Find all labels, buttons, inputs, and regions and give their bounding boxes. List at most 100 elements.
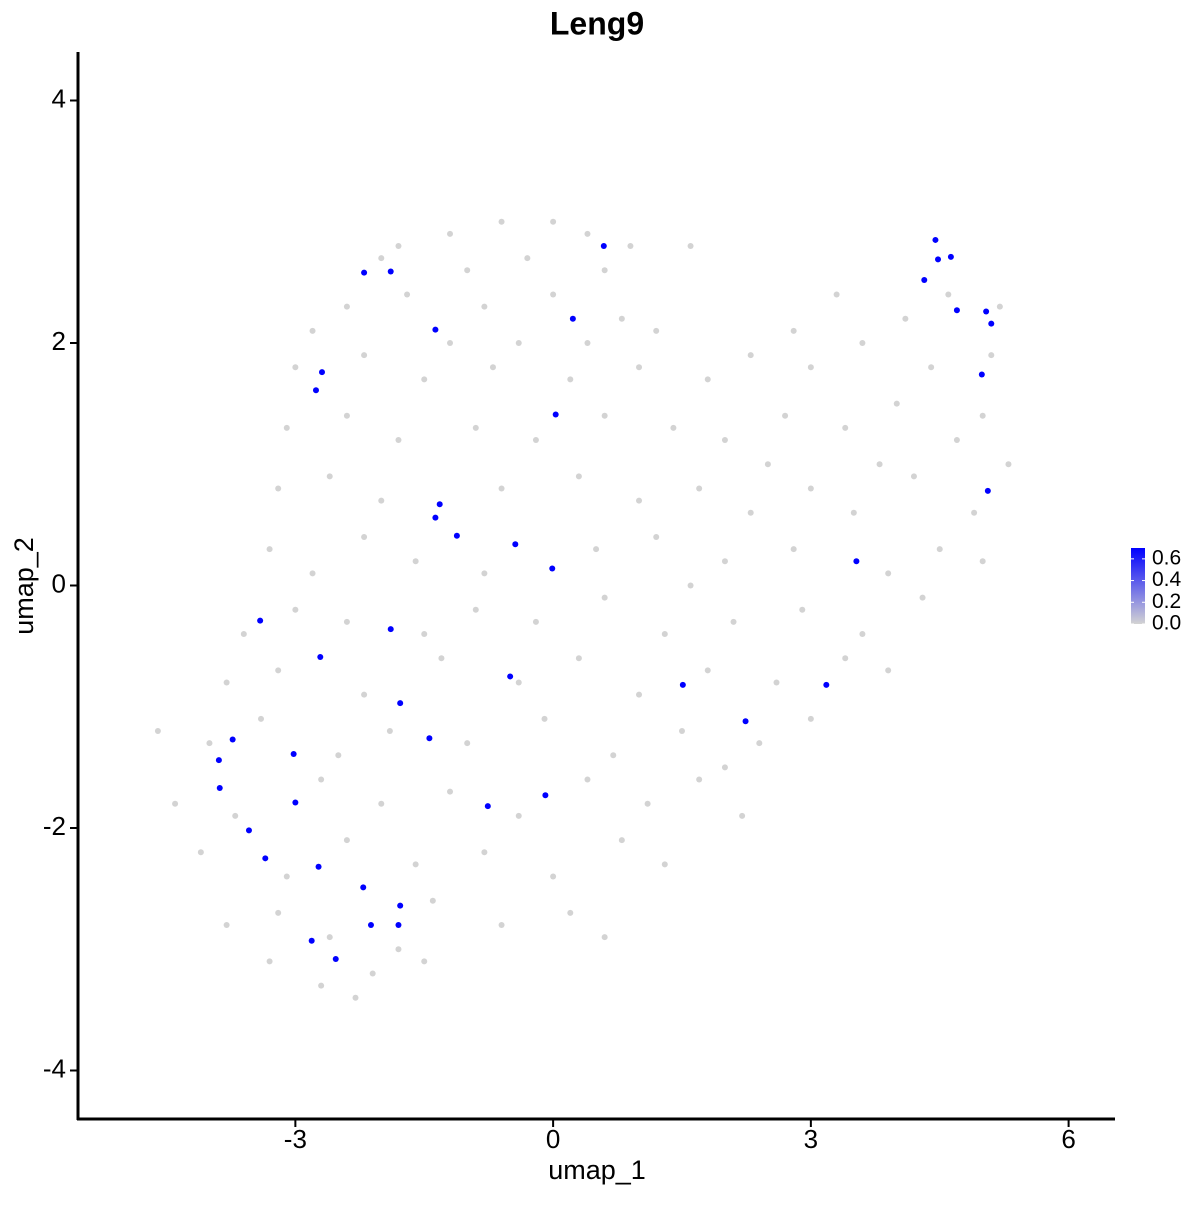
point [421,376,428,383]
point [343,837,350,844]
point [386,728,393,734]
point [532,618,539,625]
colorbar-tick-label: 0.4 [1152,568,1182,591]
point [584,340,591,346]
point [984,487,991,494]
point [229,736,236,743]
point [790,327,797,334]
point [498,218,505,225]
point [447,230,454,237]
point [687,582,694,589]
point [600,243,607,249]
point [292,606,299,613]
point [361,534,368,540]
point [481,570,488,577]
x-tick-label: 0 [546,1124,560,1154]
point [601,412,608,419]
point [507,673,514,680]
point [343,412,350,419]
point [756,740,763,747]
point [850,509,857,516]
point [258,715,264,722]
point [885,667,892,674]
point [721,437,728,443]
x-tick-label: -3 [284,1124,307,1154]
point [317,654,324,661]
point [197,849,204,856]
point [988,352,995,359]
point [421,631,428,637]
point [747,352,754,359]
x-tick-label: 3 [804,1124,818,1154]
point [885,570,892,577]
point [266,546,273,553]
points [154,218,1012,1001]
point [696,485,703,492]
point [983,308,990,315]
point [799,606,806,613]
point [232,812,239,819]
point [498,485,505,492]
point [945,291,952,298]
point [352,994,359,1001]
point [315,863,322,870]
point [453,532,460,539]
colorbar-tick-label: 0.6 [1152,546,1181,569]
point [361,352,368,359]
point [283,873,290,880]
point [569,315,576,322]
point [567,909,574,916]
point [859,631,866,637]
point [421,958,428,965]
point [369,970,376,977]
point [807,485,814,492]
point [552,411,559,418]
point [245,827,252,834]
point [773,679,780,686]
chart-title: Leng9 [550,5,644,41]
point [833,291,840,298]
point [704,376,711,383]
point [610,752,617,759]
point [318,776,325,783]
point [653,327,660,334]
point [312,387,319,394]
point [489,364,496,371]
y-tick-label: -2 [43,811,66,841]
point [484,803,491,810]
point [636,691,643,698]
point [275,485,282,492]
y-tick-label: 0 [52,568,66,598]
point [292,364,299,371]
point [601,267,608,274]
point [584,776,591,783]
point [429,897,436,904]
point [721,764,728,771]
point [842,424,849,431]
point [266,958,273,965]
point [971,509,978,516]
point [172,800,179,807]
colorbar-tick-label: 0.0 [1152,612,1181,635]
point [395,946,402,953]
point [876,461,883,468]
point [921,276,928,283]
point [378,497,385,504]
point [575,655,582,662]
point [432,326,439,333]
point [979,558,986,565]
point [275,909,282,916]
point [515,679,522,686]
point [257,617,264,624]
point [730,618,737,625]
point [397,700,404,707]
point [326,473,333,480]
point [742,718,749,725]
point [472,424,479,431]
point [953,307,960,314]
point [361,691,368,698]
point [807,364,814,371]
point [223,922,230,928]
point [378,255,385,262]
point [988,320,995,327]
